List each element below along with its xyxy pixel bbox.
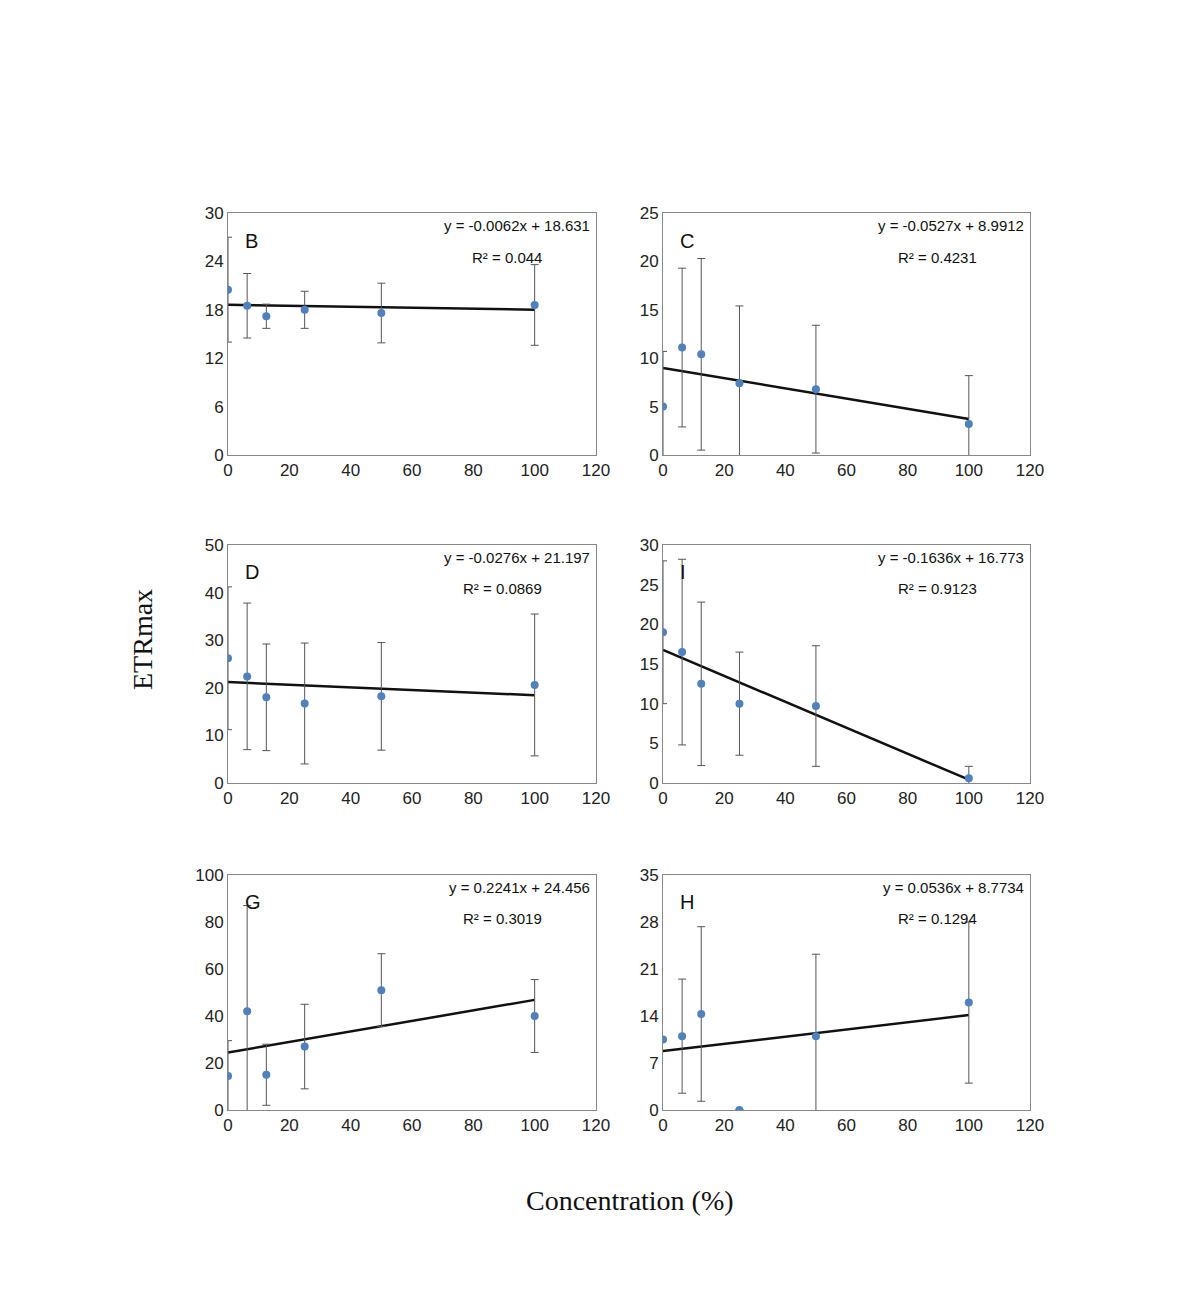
svg-text:20: 20 [205,1054,224,1073]
svg-text:0: 0 [214,1101,223,1120]
svg-text:60: 60 [837,1116,856,1135]
svg-text:80: 80 [898,461,917,480]
svg-text:0: 0 [649,446,658,465]
svg-text:0: 0 [223,789,232,808]
svg-text:100: 100 [955,789,983,808]
svg-text:80: 80 [464,461,483,480]
svg-text:60: 60 [837,789,856,808]
svg-text:15: 15 [640,655,659,674]
svg-text:D: D [245,561,259,583]
svg-text:15: 15 [640,301,659,320]
svg-text:40: 40 [205,1007,224,1026]
svg-text:20: 20 [715,1116,734,1135]
svg-text:20: 20 [715,461,734,480]
svg-text:20: 20 [280,461,299,480]
svg-text:y = 0.0536x + 8.7734: y = 0.0536x + 8.7734 [883,879,1024,896]
svg-text:20: 20 [205,679,224,698]
svg-text:14: 14 [640,1007,659,1026]
svg-text:10: 10 [205,726,224,745]
svg-text:100: 100 [520,789,548,808]
svg-text:40: 40 [341,1116,360,1135]
svg-text:G: G [245,891,261,913]
svg-text:120: 120 [582,461,610,480]
svg-text:40: 40 [776,461,795,480]
svg-text:30: 30 [205,631,224,650]
svg-text:120: 120 [582,789,610,808]
svg-text:ETRmax: ETRmax [127,589,158,690]
svg-text:B: B [245,230,258,252]
svg-text:60: 60 [205,960,224,979]
svg-text:80: 80 [898,1116,917,1135]
svg-text:10: 10 [640,695,659,714]
svg-text:20: 20 [640,615,659,634]
svg-text:R² = 0.044: R² = 0.044 [472,249,542,266]
svg-text:120: 120 [1016,461,1044,480]
svg-text:30: 30 [640,536,659,555]
svg-text:R² = 0.0869: R² = 0.0869 [463,580,542,597]
svg-text:7: 7 [649,1054,658,1073]
svg-text:100: 100 [520,461,548,480]
svg-text:6: 6 [214,398,223,417]
svg-text:R² = 0.1294: R² = 0.1294 [898,910,977,927]
svg-text:R² = 0.4231: R² = 0.4231 [898,249,977,266]
svg-text:25: 25 [640,204,659,223]
svg-text:0: 0 [658,461,667,480]
svg-text:40: 40 [776,1116,795,1135]
svg-text:100: 100 [520,1116,548,1135]
svg-text:y = 0.2241x + 24.456: y = 0.2241x + 24.456 [449,879,590,896]
svg-text:40: 40 [205,584,224,603]
svg-text:12: 12 [205,349,224,368]
svg-text:120: 120 [1016,789,1044,808]
svg-text:35: 35 [640,866,659,885]
svg-text:18: 18 [205,301,224,320]
svg-text:80: 80 [205,913,224,932]
svg-text:0: 0 [223,461,232,480]
svg-text:5: 5 [649,734,658,753]
svg-text:21: 21 [640,960,659,979]
svg-text:0: 0 [658,1116,667,1135]
svg-text:Concentration (%): Concentration (%) [526,1185,734,1216]
svg-text:0: 0 [223,1116,232,1135]
svg-text:28: 28 [640,913,659,932]
svg-text:80: 80 [464,789,483,808]
svg-text:0: 0 [658,789,667,808]
svg-text:25: 25 [640,576,659,595]
svg-text:20: 20 [640,252,659,271]
svg-text:24: 24 [205,252,224,271]
svg-text:y = -0.1636x + 16.773: y = -0.1636x + 16.773 [878,549,1024,566]
svg-text:R² = 0.3019: R² = 0.3019 [463,910,542,927]
svg-text:H: H [680,891,694,913]
svg-text:60: 60 [403,461,422,480]
svg-text:0: 0 [649,774,658,793]
svg-text:R² = 0.9123: R² = 0.9123 [898,580,977,597]
svg-text:60: 60 [403,789,422,808]
svg-text:80: 80 [898,789,917,808]
svg-text:y = -0.0276x + 21.197: y = -0.0276x + 21.197 [444,549,590,566]
svg-text:80: 80 [464,1116,483,1135]
svg-text:0: 0 [214,774,223,793]
svg-text:C: C [680,230,694,252]
svg-text:120: 120 [582,1116,610,1135]
svg-text:120: 120 [1016,1116,1044,1135]
svg-text:60: 60 [403,1116,422,1135]
svg-text:10: 10 [640,349,659,368]
svg-text:y = -0.0062x + 18.631: y = -0.0062x + 18.631 [444,217,590,234]
svg-text:I: I [680,561,686,583]
svg-text:5: 5 [649,398,658,417]
svg-text:0: 0 [649,1101,658,1120]
svg-text:30: 30 [205,204,224,223]
svg-text:100: 100 [195,866,223,885]
svg-text:20: 20 [715,789,734,808]
svg-text:40: 40 [341,789,360,808]
svg-text:40: 40 [341,461,360,480]
svg-text:40: 40 [776,789,795,808]
svg-text:20: 20 [280,789,299,808]
svg-text:0: 0 [214,446,223,465]
svg-text:y = -0.0527x + 8.9912: y = -0.0527x + 8.9912 [878,217,1024,234]
svg-text:50: 50 [205,536,224,555]
svg-text:100: 100 [955,461,983,480]
svg-text:20: 20 [280,1116,299,1135]
svg-text:100: 100 [955,1116,983,1135]
svg-text:60: 60 [837,461,856,480]
